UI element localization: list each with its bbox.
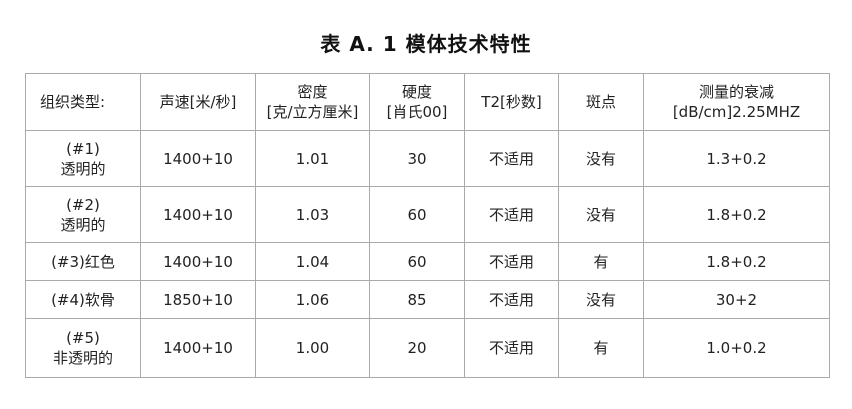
table-cell: 1400+10 [140,130,256,187]
table-row: (#3)红色 1400+10 1.04 60 不适用有 1.8+0.2 [25,242,830,281]
table-cell: (#1) 透明的 [25,130,141,187]
table-cell: 1.03 [255,186,370,243]
table-cell: 20 [369,318,465,378]
table-cell: 不适用 [464,280,559,319]
table-row: (#5) 非透明的 1400+10 1.00 20 不适用有 1.0+0.2 [25,318,830,378]
table-cell: 30+2 [643,280,830,319]
table-row: (#2) 透明的 1400+10 1.03 60 不适用 没有 1.8+0.2 [25,186,830,243]
header-cell: 硬度 [肖氏00] [369,73,465,131]
table-cell: 没有 [558,186,644,243]
table-cell: 不适用 [464,186,559,243]
table-title: 表 A. 1 模体技术特性 [320,32,532,56]
header-cell: 声速[米/秒] [140,73,256,131]
table-cell: 不适用 [464,242,559,281]
table-cell: 1.0+0.2 [643,318,830,378]
table-cell: 1400+10 [140,318,256,378]
table-cell: 30 [369,130,465,187]
table-cell: 1.8+0.2 [643,186,830,243]
table-cell: 有 [558,242,644,281]
header-cell: 测量的衰减 [dB/cm]2.25MHZ [643,73,830,131]
table-cell: 1.00 [255,318,370,378]
header-cell: 组织类型: [25,73,141,131]
table-cell: 1.04 [255,242,370,281]
header-cell: 斑点 [558,73,644,131]
table-cell: (#2) 透明的 [25,186,141,243]
table-cell: (#3)红色 [25,242,141,281]
table-row: (#1) 透明的 1400+10 1.01 30 不适用 没有 1.3+0.2 [25,130,830,187]
table-cell: (#5) 非透明的 [25,318,141,378]
table-cell: 60 [369,242,465,281]
table-row: (#4)软骨 1850+10 1.06 85 不适用 没有 30+2 [25,280,830,319]
table-cell: 1400+10 [140,186,256,243]
header-cell: 密度 [克/立方厘米] [255,73,370,131]
table-cell: 有 [558,318,644,378]
table-cell: 1400+10 [140,242,256,281]
table-cell: 不适用 [464,130,559,187]
table-cell: 60 [369,186,465,243]
table-cell: 1.06 [255,280,370,319]
table-cell: 不适用 [464,318,559,378]
header-cell: T2[秒数] [464,73,559,131]
table-cell: 没有 [558,130,644,187]
table-cell: 1.3+0.2 [643,130,830,187]
table-cell: 85 [369,280,465,319]
table-cell: (#4)软骨 [25,280,141,319]
table-cell: 没有 [558,280,644,319]
header-row: 组织类型: 声速[米/秒] 密度 [克/立方厘米] 硬度 [肖氏00] T2[秒… [25,73,830,131]
table-cell: 1.01 [255,130,370,187]
table-cell: 1.8+0.2 [643,242,830,281]
phantom-properties-table: 组织类型: 声速[米/秒] 密度 [克/立方厘米] 硬度 [肖氏00] T2[秒… [25,73,830,378]
table-cell: 1850+10 [140,280,256,319]
